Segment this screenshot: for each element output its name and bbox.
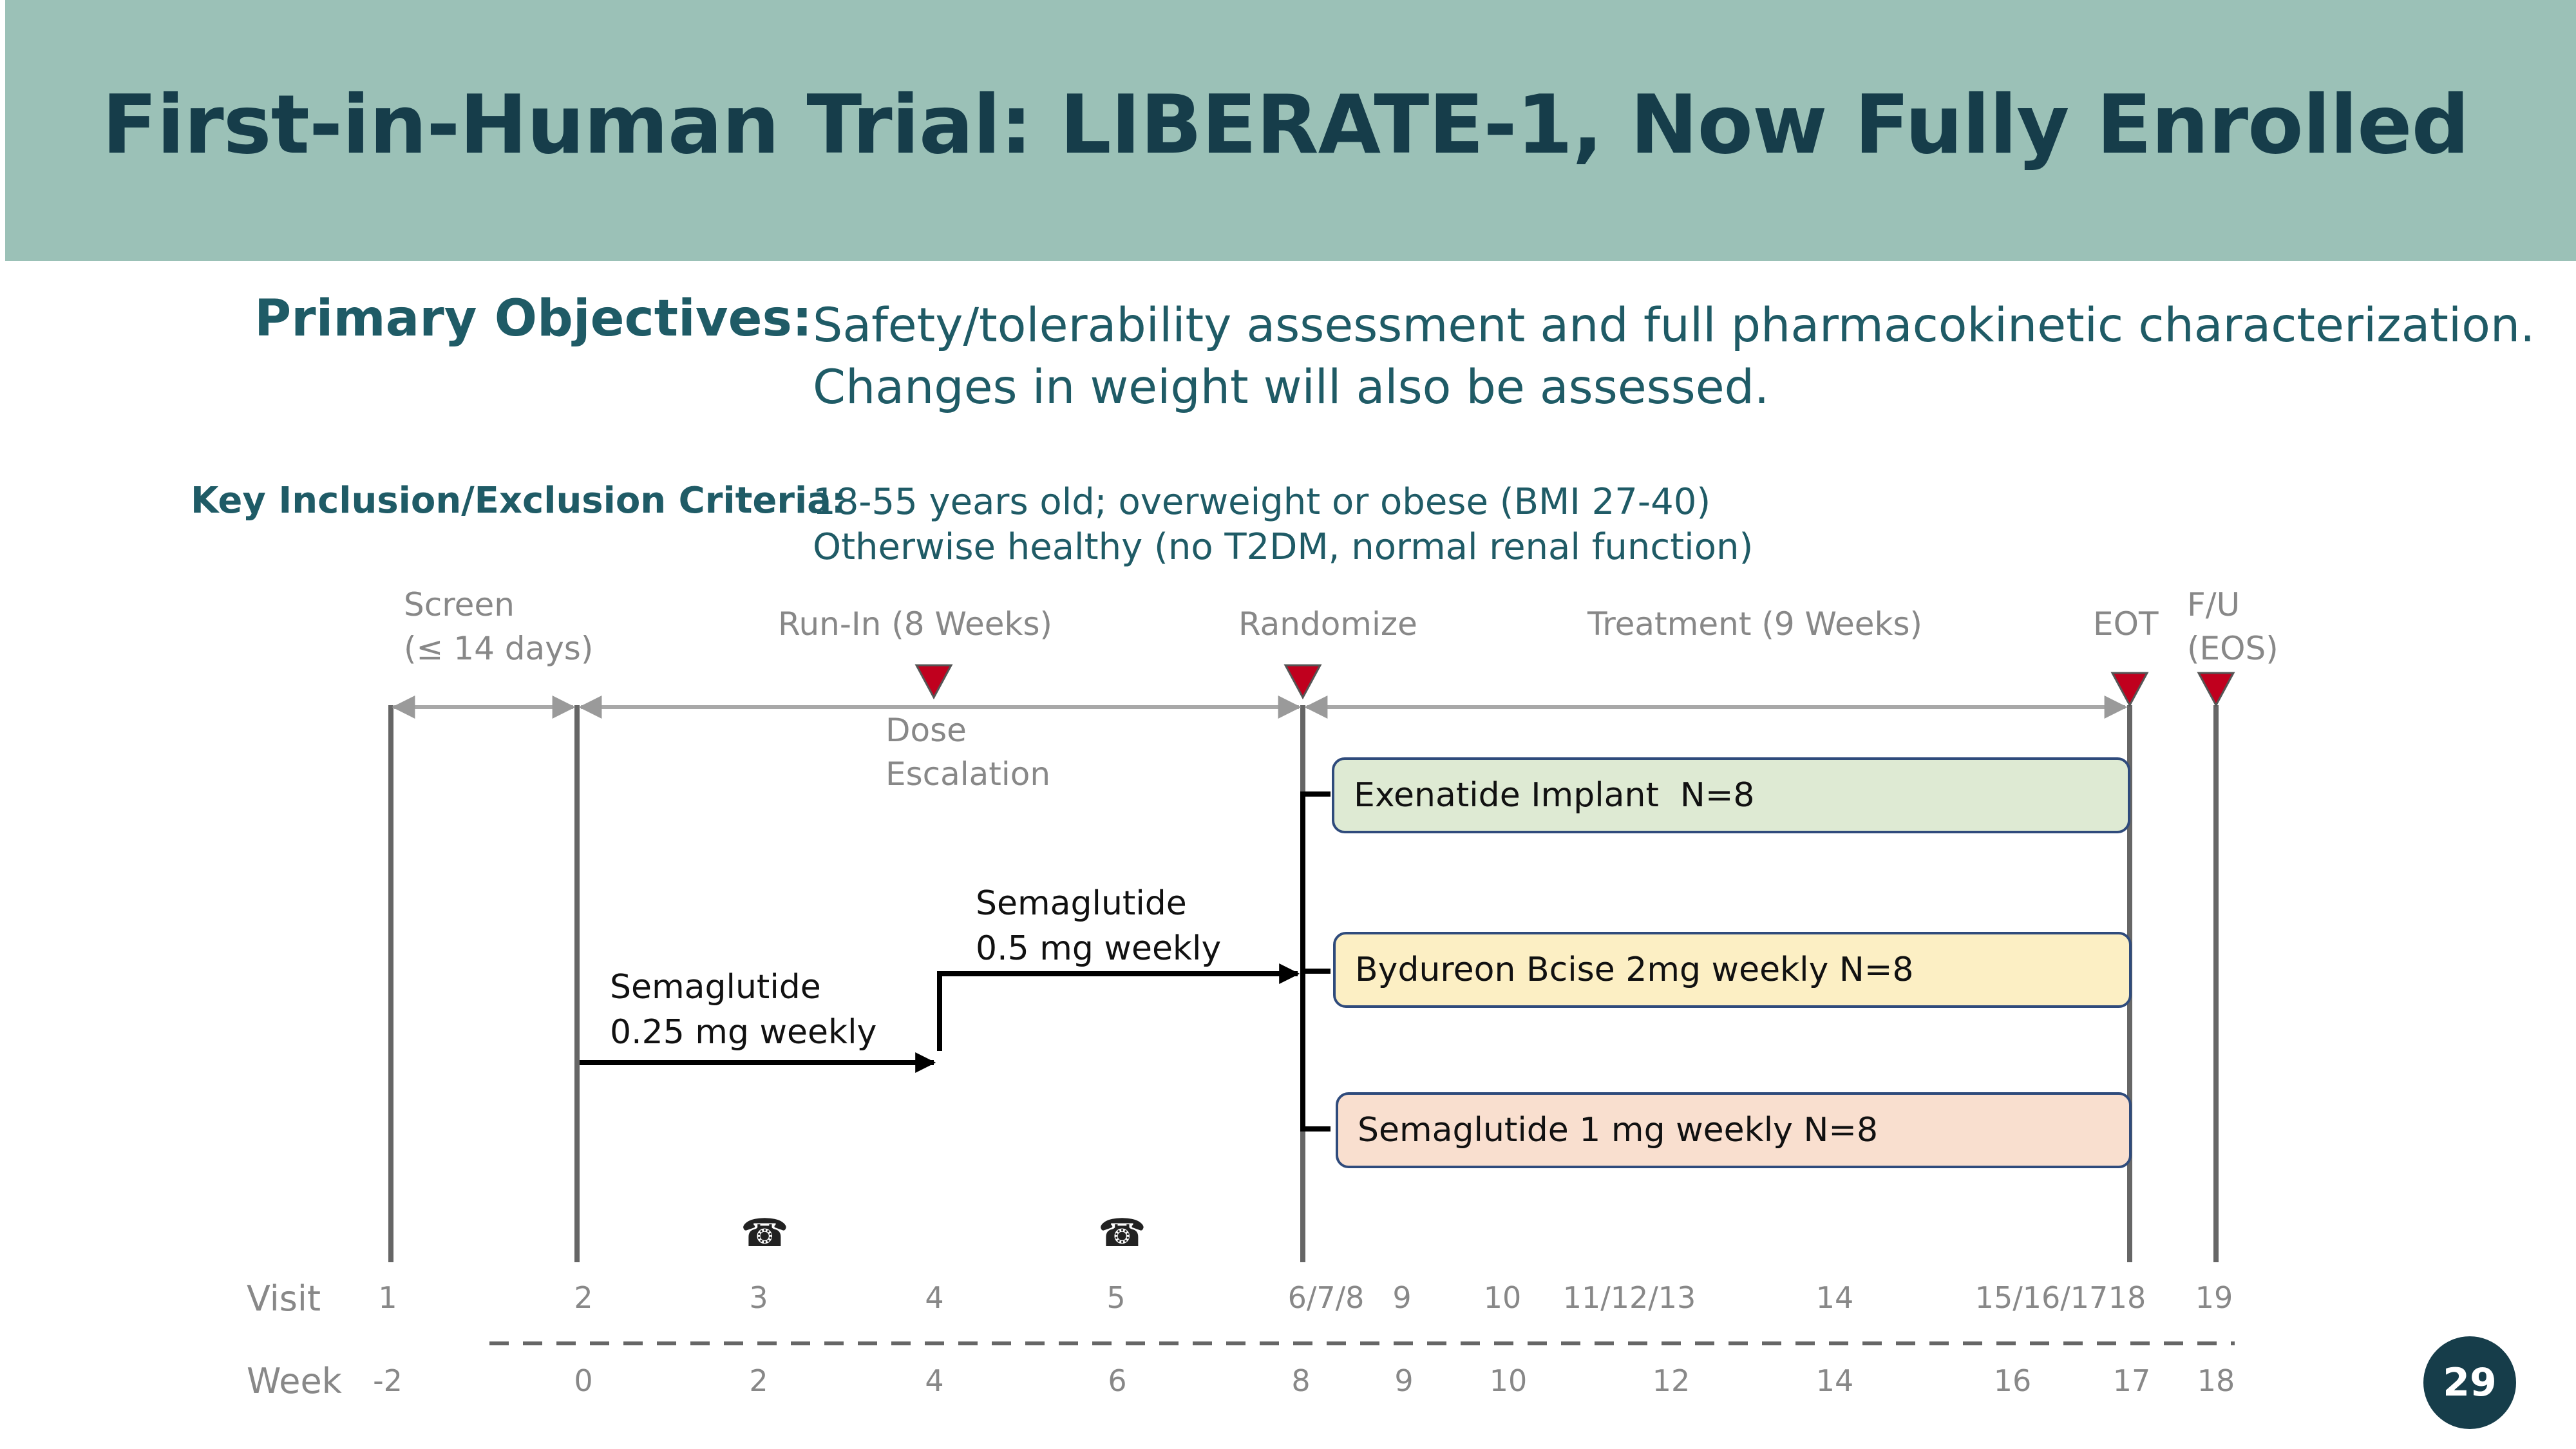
objectives-label: Primary Objectives:	[254, 290, 813, 348]
dose-escalation-label: Dose Escalation	[886, 712, 1051, 793]
screen-label: Screen (≤ 14 days)	[404, 586, 594, 667]
visit-tick-10: 14	[1815, 1280, 1854, 1315]
visit-tick-7: 9	[1392, 1280, 1412, 1315]
randomization-bracket	[1300, 791, 1331, 1132]
visit-tick-13: 19	[2195, 1280, 2233, 1315]
week-tick-5: 6	[1108, 1363, 1127, 1398]
eot-label: EOT	[2093, 605, 2159, 643]
week-tick-4: 4	[925, 1363, 944, 1398]
criteria-line-2: Otherwise healthy (no T2DM, normal renal…	[813, 526, 1754, 568]
header-banner	[5, 0, 2576, 261]
week-tick-7: 9	[1394, 1363, 1414, 1398]
week-tick-2: 0	[574, 1363, 593, 1398]
visit-tick-5: 5	[1106, 1280, 1126, 1315]
visit-tick-12: 18	[2108, 1280, 2146, 1315]
visit-markers	[914, 664, 2235, 708]
page-number-badge: 29	[2423, 1336, 2516, 1429]
week-tick-3: 2	[749, 1363, 768, 1398]
objectives-line-1: Safety/tolerability assessment and full …	[813, 298, 2535, 353]
objectives-line-2: Changes in weight will also be assessed.	[813, 360, 1770, 415]
visit-tick-9: 11/12/13	[1562, 1280, 1696, 1315]
visit-tick-4: 4	[925, 1280, 944, 1315]
visit-tick-11: 15/16/17	[1975, 1280, 2108, 1315]
criteria-text: 18-55 years old; overweight or obese (BM…	[813, 480, 1753, 570]
visit-row-label: Visit	[247, 1278, 321, 1319]
week-tick-12: 17	[2112, 1363, 2151, 1398]
week-row-label: Week	[247, 1361, 342, 1401]
objectives-text: Safety/tolerability assessment and full …	[813, 295, 2535, 419]
slide-title: First-in-Human Trial: LIBERATE-1, Now Fu…	[102, 77, 2469, 172]
visit-tick-3: 3	[749, 1280, 768, 1315]
visit-tick-2: 2	[574, 1280, 593, 1315]
arm-semaglutide-1mg: Semaglutide 1 mg weekly N=8	[1336, 1092, 2132, 1168]
visit-tick-1: 1	[378, 1280, 397, 1315]
phone-visit-3-icon: ☎	[741, 1211, 789, 1256]
dose-escalation-marker	[914, 664, 953, 700]
criteria-label: Key Inclusion/Exclusion Criteria:	[191, 480, 846, 522]
week-tick-11: 16	[1993, 1363, 2032, 1398]
week-tick-13: 18	[2197, 1363, 2235, 1398]
week-tick-1: -2	[373, 1363, 402, 1398]
eot-marker	[2110, 672, 2149, 708]
week-tick-8: 10	[1489, 1363, 1528, 1398]
fu-marker	[2197, 672, 2235, 708]
arm-bydureon-bcise: Bydureon Bcise 2mg weekly N=8	[1333, 932, 2132, 1008]
fu-label: F/U (EOS)	[2187, 586, 2278, 667]
week-tick-9: 12	[1652, 1363, 1690, 1398]
criteria-line-1: 18-55 years old; overweight or obese (BM…	[813, 481, 1711, 523]
dose-steps	[580, 963, 1300, 1073]
arm-exenatide-implant: Exenatide Implant N=8	[1332, 757, 2130, 833]
phone-visit-5-icon: ☎	[1098, 1211, 1146, 1256]
week-tick-10: 14	[1815, 1363, 1854, 1398]
week-tick-6: 8	[1291, 1363, 1311, 1398]
dose-step-2-label: Semaglutide 0.5 mg weekly	[976, 884, 1222, 968]
visit-tick-6: 6/7/8	[1287, 1280, 1365, 1315]
randomize-label: Randomize	[1238, 605, 1417, 643]
dose-step-path-2	[937, 963, 1300, 1051]
treatment-label: Treatment (9 Weeks)	[1587, 605, 1923, 643]
visit-tick-8: 10	[1483, 1280, 1522, 1315]
runin-label: Run-In (8 Weeks)	[778, 605, 1053, 643]
dose-step-1-label: Semaglutide 0.25 mg weekly	[610, 968, 877, 1052]
randomize-marker	[1283, 664, 1322, 700]
